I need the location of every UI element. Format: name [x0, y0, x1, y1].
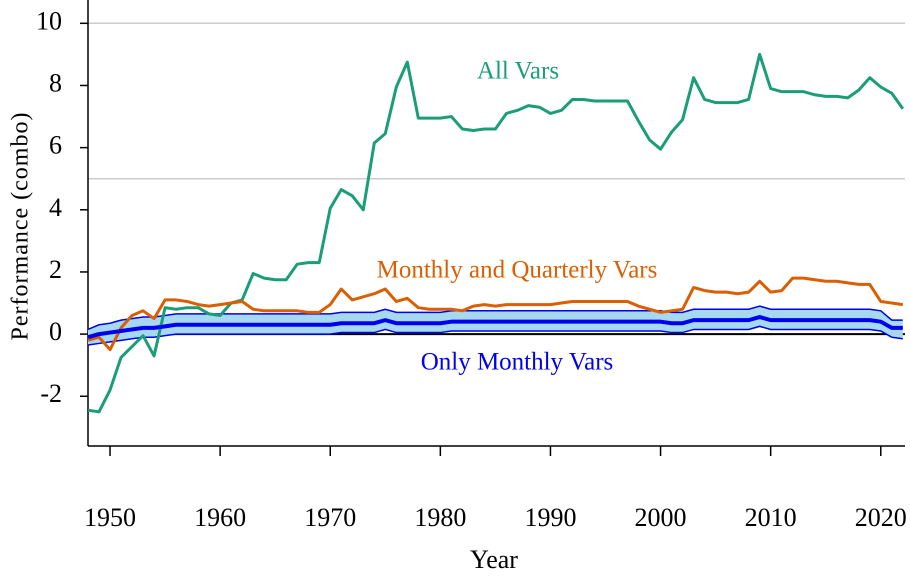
series-line [87, 276, 904, 352]
series-label: All Vars [477, 58, 559, 85]
confidence-band [88, 306, 903, 345]
x-tick-label: 2000 [635, 503, 687, 532]
x-tick-label: 1980 [414, 503, 466, 532]
x-tick-label: 1960 [194, 503, 246, 532]
y-axis-label: Performance (combo) [8, 112, 34, 341]
y-tick-label: 8 [49, 68, 62, 97]
x-tick-label: 1970 [304, 503, 356, 532]
series-label: Only Monthly Vars [421, 349, 614, 376]
series-line [87, 52, 905, 414]
x-tick-label: 1950 [84, 503, 136, 532]
y-tick-label: 2 [49, 255, 62, 284]
x-tick-label: 2020 [855, 503, 907, 532]
x-axis-label: Year [470, 545, 518, 574]
y-tick-label: 4 [49, 193, 62, 222]
y-tick-label: 6 [49, 131, 62, 160]
band-lower [87, 325, 903, 346]
x-tick-label: 1990 [524, 503, 576, 532]
y-tick-label: 10 [36, 6, 62, 35]
series-line [87, 315, 903, 340]
x-tick-label: 2010 [745, 503, 797, 532]
series-label: Monthly and Quarterly Vars [377, 257, 658, 284]
y-tick-label: 0 [49, 317, 62, 346]
y-tick-label: -2 [40, 379, 62, 408]
band-upper [87, 305, 903, 331]
